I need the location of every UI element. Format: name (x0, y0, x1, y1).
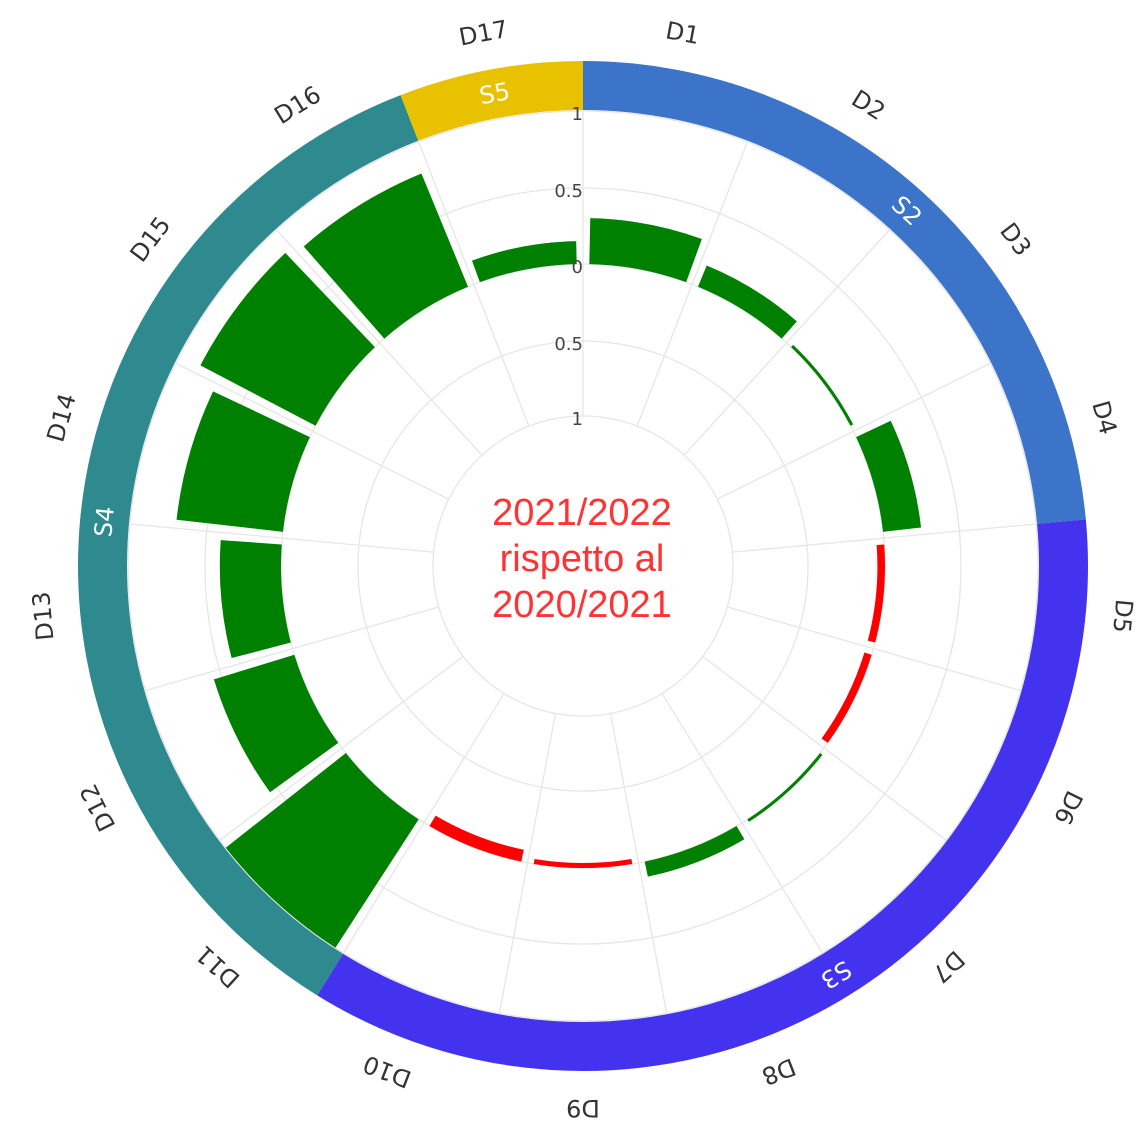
bar-d11 (225, 753, 419, 948)
group-arc-s5 (400, 61, 583, 141)
grid-spoke (175, 362, 450, 500)
grid-spoke (498, 713, 557, 1014)
segment-label-d13: D13 (27, 590, 59, 641)
bar-d1 (589, 218, 702, 283)
center-title-line-1: 2021/2022 (492, 492, 672, 534)
radial-tick-label: 1 (572, 104, 583, 125)
grid-layer (127, 110, 1039, 1022)
grid-spoke (342, 693, 505, 954)
segment-label-d4: D4 (1086, 398, 1122, 438)
bar-d17 (471, 241, 577, 283)
segment-label-d17: D17 (457, 15, 510, 52)
bar-d4 (856, 420, 922, 532)
grid-spoke (661, 693, 824, 954)
segment-label-d7: D7 (926, 945, 970, 988)
group-arc-s2 (583, 61, 1086, 524)
segment-label-d3: D3 (994, 217, 1037, 261)
grid-spoke (418, 141, 530, 427)
segment-label-d11: D11 (190, 940, 245, 994)
grid-spoke (609, 713, 668, 1014)
segment-label-d12: D12 (74, 779, 121, 835)
segment-label-d6: D6 (1048, 786, 1088, 829)
radial-tick-label: 0.5 (554, 334, 583, 355)
segment-label-d2: D2 (847, 84, 890, 126)
segment-label-d5: D5 (1107, 598, 1138, 634)
group-arc-s3 (317, 519, 1088, 1071)
radial-tick-label: 0 (572, 257, 583, 278)
grid-spoke (732, 523, 1037, 553)
center-title-line-2: rispetto al (499, 538, 665, 580)
grid-spoke (275, 229, 483, 456)
segment-label-d8: D8 (758, 1052, 800, 1090)
grid-spoke (145, 606, 439, 692)
grid-spoke (129, 523, 434, 553)
bar-d6 (821, 652, 872, 743)
chart-center-title: 2021/2022 rispetto al 2020/2021 (382, 490, 782, 628)
bar-d10 (429, 815, 524, 862)
segment-label-d1: D1 (663, 16, 701, 50)
bar-d9 (533, 859, 633, 869)
bar-d16 (303, 173, 469, 339)
grid-spoke (702, 655, 947, 841)
radial-tick-label: 0.5 (554, 181, 583, 202)
radial-tick-label: 1 (572, 409, 583, 430)
bar-d12 (213, 654, 339, 793)
bar-d5 (867, 544, 885, 643)
bar-d7 (747, 753, 823, 822)
grid-spoke (716, 362, 991, 500)
grid-spoke (727, 606, 1021, 692)
bar-d3 (791, 344, 854, 426)
bar-d8 (644, 826, 745, 877)
group-label-s4: S4 (89, 505, 120, 538)
segment-label-d9: D9 (566, 1094, 600, 1122)
bar-d13 (219, 540, 291, 659)
grid-spoke (219, 655, 464, 841)
group-label-s5: S5 (477, 77, 512, 110)
grid-spoke (683, 229, 891, 456)
group-arc-s4 (77, 95, 419, 996)
bar-d15 (200, 252, 375, 426)
segment-label-d16: D16 (269, 80, 325, 130)
segment-label-d15: D15 (125, 211, 177, 267)
center-title-line-3: 2020/2021 (492, 584, 672, 626)
bars-layer (176, 173, 922, 948)
segment-label-d14: D14 (42, 390, 82, 445)
bar-d14 (176, 391, 310, 532)
segment-label-d10: D10 (359, 1049, 415, 1093)
radial-axis-ticks: 1 0.5 0 0.5 1 (554, 104, 583, 430)
grid-spoke (636, 141, 748, 427)
bar-d2 (697, 265, 797, 339)
